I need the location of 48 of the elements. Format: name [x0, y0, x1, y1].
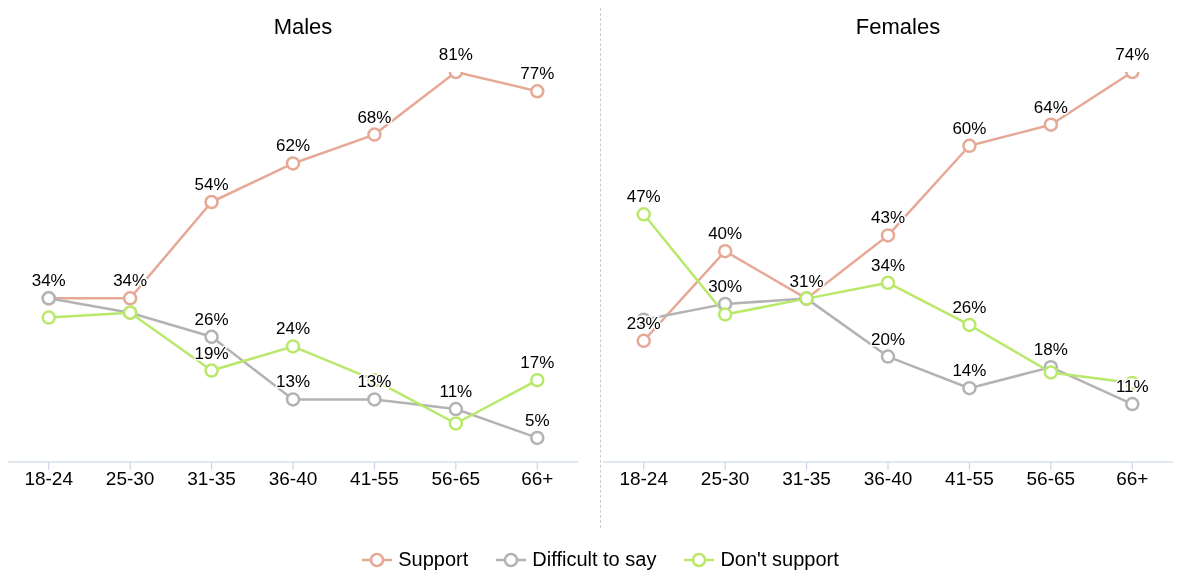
data-label: 18%	[1033, 340, 1068, 360]
x-tick-label: 66+	[1116, 468, 1149, 490]
x-tick-label: 18-24	[619, 468, 669, 490]
x-tick-label: 56-65	[431, 468, 481, 490]
x-tick-label: 31-35	[187, 468, 236, 490]
data-label: 77%	[520, 64, 555, 84]
data-label: 17%	[520, 353, 555, 373]
data-label: 40%	[708, 224, 743, 244]
data-label: 74%	[1115, 45, 1150, 64]
data-label: 34%	[31, 271, 66, 291]
data-label: 19%	[194, 343, 229, 363]
legend-label: Support	[398, 548, 469, 571]
chart-title: Females	[854, 13, 942, 41]
x-tick-label: 25-30	[700, 468, 750, 490]
data-label: 11%	[1115, 377, 1149, 397]
data-label: 11%	[439, 382, 473, 402]
data-label: 14%	[952, 361, 987, 381]
data-label: 81%	[438, 45, 473, 64]
x-tick-label: 41-55	[945, 468, 994, 490]
chart-title: Males	[272, 13, 334, 41]
data-label: 30%	[708, 276, 743, 296]
data-label: 5%	[525, 410, 550, 430]
data-label: 20%	[870, 329, 906, 349]
data-label: 31%	[789, 271, 824, 291]
x-tick-label: 41-55	[350, 468, 399, 490]
legend-label: Don't support	[720, 548, 839, 571]
data-label: 23%	[626, 313, 661, 333]
data-label: 13%	[275, 372, 311, 392]
data-label: 34%	[870, 255, 906, 275]
data-label: 54%	[194, 175, 229, 194]
data-label: 62%	[275, 136, 311, 156]
x-tick-label: 36-40	[268, 468, 318, 490]
x-tick-label: 36-40	[863, 468, 913, 490]
x-tick-label: 18-24	[24, 468, 74, 490]
legend-label: Difficult to say	[532, 548, 657, 571]
data-label: 68%	[357, 107, 392, 127]
data-label: 24%	[275, 319, 311, 339]
x-tick-label: 25-30	[105, 468, 155, 490]
x-tick-label: 31-35	[782, 468, 831, 490]
data-label: 26%	[194, 309, 229, 329]
data-label: 47%	[626, 187, 661, 207]
data-label: 64%	[1033, 97, 1068, 117]
data-label: 43%	[870, 208, 906, 228]
data-label: 26%	[952, 297, 987, 317]
x-tick-label: 56-65	[1026, 468, 1076, 490]
x-tick-label: 66+	[521, 468, 554, 490]
data-label: 34%	[113, 271, 148, 291]
data-label: 60%	[952, 118, 987, 138]
